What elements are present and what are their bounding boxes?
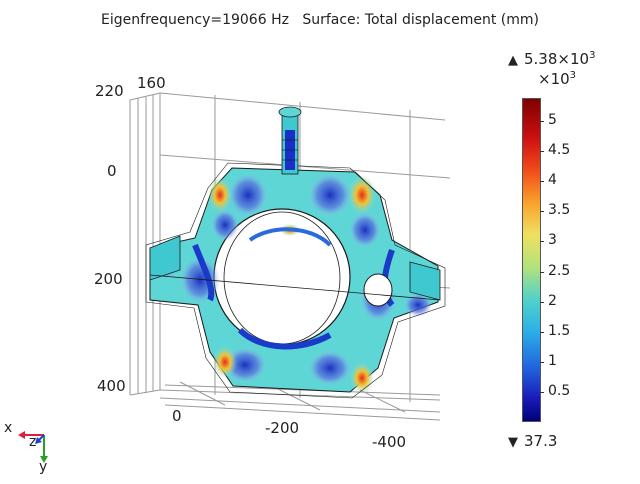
colorbar-tick-mark	[540, 301, 544, 303]
colorbar-tick-mark	[540, 151, 544, 153]
colorbar-tick-label: 2	[548, 292, 557, 309]
colorbar-tick-label: 4.5	[548, 142, 571, 159]
axis-tick-horizontal-2: -200	[265, 419, 300, 437]
surface-label: Surface: Total displacement (mm)	[302, 12, 539, 28]
colorbar-tick-label: 3	[548, 232, 557, 249]
mode-shape-body	[145, 162, 446, 399]
eigenfrequency-label: Eigenfrequency=19066 Hz	[101, 12, 289, 28]
triangle-down-icon: ▼	[508, 435, 518, 450]
mounting-stem	[278, 106, 302, 175]
colorbar-min-label: ▼ 37.3	[508, 432, 558, 450]
axis-tick-vertical-3: 200	[94, 270, 123, 288]
axis-tick-horizontal-3: -400	[372, 433, 407, 451]
triad-y-label: y	[39, 459, 48, 475]
colorbar-tick-label: 4	[548, 172, 557, 189]
colorbar-max-label: ▲ 5.38×103	[508, 50, 596, 68]
colorbar-tick-label: 1.5	[548, 322, 571, 339]
colorbar-tick-mark	[540, 211, 544, 213]
colorbar-tick-mark	[540, 331, 544, 333]
axis-triad: x z y	[0, 415, 60, 480]
axis-tick-vertical-4: 400	[97, 377, 126, 395]
colorbar-multiplier: ×103	[538, 70, 577, 88]
triad-z-label: z	[29, 434, 37, 450]
colorbar-tick-mark	[540, 181, 544, 183]
colorbar-tick-label: 1	[548, 352, 557, 369]
colorbar-tick-label: 2.5	[548, 262, 571, 279]
triad-arrows-icon	[18, 431, 48, 463]
axis-tick-horizontal-1: 0	[172, 407, 182, 425]
colorbar-tick-mark	[540, 271, 544, 273]
axis-tick-vertical-2: 0	[107, 162, 117, 180]
triad-x-label: x	[4, 420, 13, 436]
colorbar-tick-mark	[540, 361, 544, 363]
colorbar	[522, 98, 541, 422]
colorbar-tick-label: 3.5	[548, 202, 571, 219]
axis-tick-top: 160	[137, 74, 166, 92]
colorbar-tick-label: 0.5	[548, 383, 571, 400]
plot-title: Eigenfrequency=19066 Hz Surface: Total d…	[0, 12, 640, 28]
colorbar-tick-mark	[540, 241, 544, 243]
axis-tick-vertical-1: 220	[95, 82, 124, 100]
colorbar-tick-mark	[540, 120, 544, 122]
triangle-up-icon: ▲	[508, 53, 518, 68]
colorbar-tick-mark	[540, 392, 544, 394]
colorbar-tick-label: 5	[548, 111, 557, 128]
